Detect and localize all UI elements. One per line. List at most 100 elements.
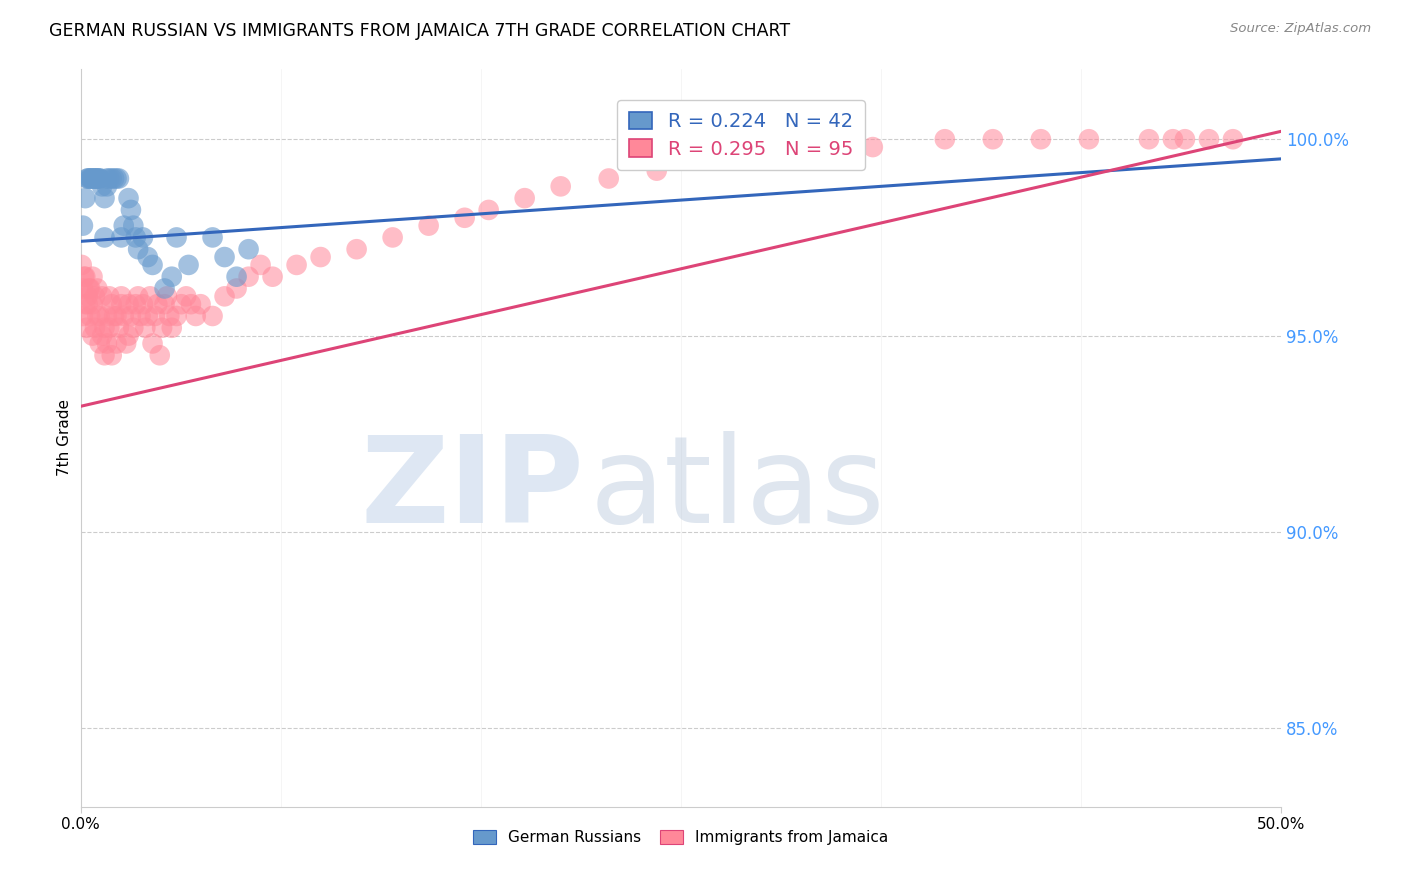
Point <box>146 297 169 311</box>
Point <box>127 242 149 256</box>
Point <box>77 281 100 295</box>
Point <box>381 230 404 244</box>
Point <box>79 171 101 186</box>
Point <box>1161 132 1184 146</box>
Point <box>93 348 115 362</box>
Point <box>136 250 159 264</box>
Point <box>153 297 176 311</box>
Point <box>70 258 93 272</box>
Point <box>129 309 152 323</box>
Point <box>117 328 139 343</box>
Point <box>105 309 128 323</box>
Point <box>75 269 97 284</box>
Point <box>93 230 115 244</box>
Point <box>108 171 131 186</box>
Point <box>141 258 163 272</box>
Point <box>122 219 145 233</box>
Point <box>214 289 236 303</box>
Point <box>741 152 763 166</box>
Point <box>120 202 142 217</box>
Point <box>127 289 149 303</box>
Point <box>72 281 94 295</box>
Point <box>184 309 207 323</box>
Point <box>93 320 115 334</box>
Point <box>139 289 162 303</box>
Point <box>110 230 132 244</box>
Point <box>100 348 122 362</box>
Point <box>1198 132 1220 146</box>
Point <box>89 171 111 186</box>
Point <box>100 297 122 311</box>
Point <box>112 309 135 323</box>
Point <box>76 171 98 186</box>
Point <box>174 289 197 303</box>
Point <box>177 258 200 272</box>
Point <box>1137 132 1160 146</box>
Point <box>141 336 163 351</box>
Point <box>86 171 108 186</box>
Point <box>981 132 1004 146</box>
Point <box>478 202 501 217</box>
Point <box>79 281 101 295</box>
Point <box>93 191 115 205</box>
Point <box>156 289 179 303</box>
Point <box>170 297 193 311</box>
Point <box>84 289 107 303</box>
Y-axis label: 7th Grade: 7th Grade <box>58 400 72 476</box>
Point <box>79 309 101 323</box>
Point <box>134 320 156 334</box>
Point <box>122 320 145 334</box>
Point <box>82 171 104 186</box>
Point <box>84 171 107 186</box>
Point <box>98 171 121 186</box>
Point <box>110 289 132 303</box>
Point <box>1029 132 1052 146</box>
Point <box>201 230 224 244</box>
Point <box>790 140 813 154</box>
Point <box>862 140 884 154</box>
Point <box>160 320 183 334</box>
Point <box>645 163 668 178</box>
Point <box>76 297 98 311</box>
Point <box>75 297 97 311</box>
Point <box>513 191 536 205</box>
Point <box>1077 132 1099 146</box>
Point <box>201 309 224 323</box>
Point <box>238 242 260 256</box>
Point <box>143 309 166 323</box>
Point <box>96 171 118 186</box>
Point <box>72 309 94 323</box>
Point <box>96 336 118 351</box>
Point <box>82 328 104 343</box>
Point <box>153 281 176 295</box>
Point <box>98 289 121 303</box>
Point <box>1222 132 1244 146</box>
Point <box>309 250 332 264</box>
Point <box>86 281 108 295</box>
Point <box>225 281 247 295</box>
Point <box>166 230 188 244</box>
Point <box>82 269 104 284</box>
Text: GERMAN RUSSIAN VS IMMIGRANTS FROM JAMAICA 7TH GRADE CORRELATION CHART: GERMAN RUSSIAN VS IMMIGRANTS FROM JAMAIC… <box>49 22 790 40</box>
Point <box>115 336 138 351</box>
Point <box>117 297 139 311</box>
Point <box>117 191 139 205</box>
Point <box>285 258 308 272</box>
Point <box>693 152 716 166</box>
Point <box>89 336 111 351</box>
Point <box>84 171 107 186</box>
Point <box>76 171 98 186</box>
Point <box>1174 132 1197 146</box>
Point <box>418 219 440 233</box>
Point <box>98 320 121 334</box>
Point <box>136 309 159 323</box>
Point <box>346 242 368 256</box>
Point <box>82 171 104 186</box>
Point <box>82 297 104 311</box>
Point <box>249 258 271 272</box>
Point <box>105 336 128 351</box>
Point <box>86 171 108 186</box>
Point <box>103 171 125 186</box>
Point <box>72 219 94 233</box>
Point <box>132 297 155 311</box>
